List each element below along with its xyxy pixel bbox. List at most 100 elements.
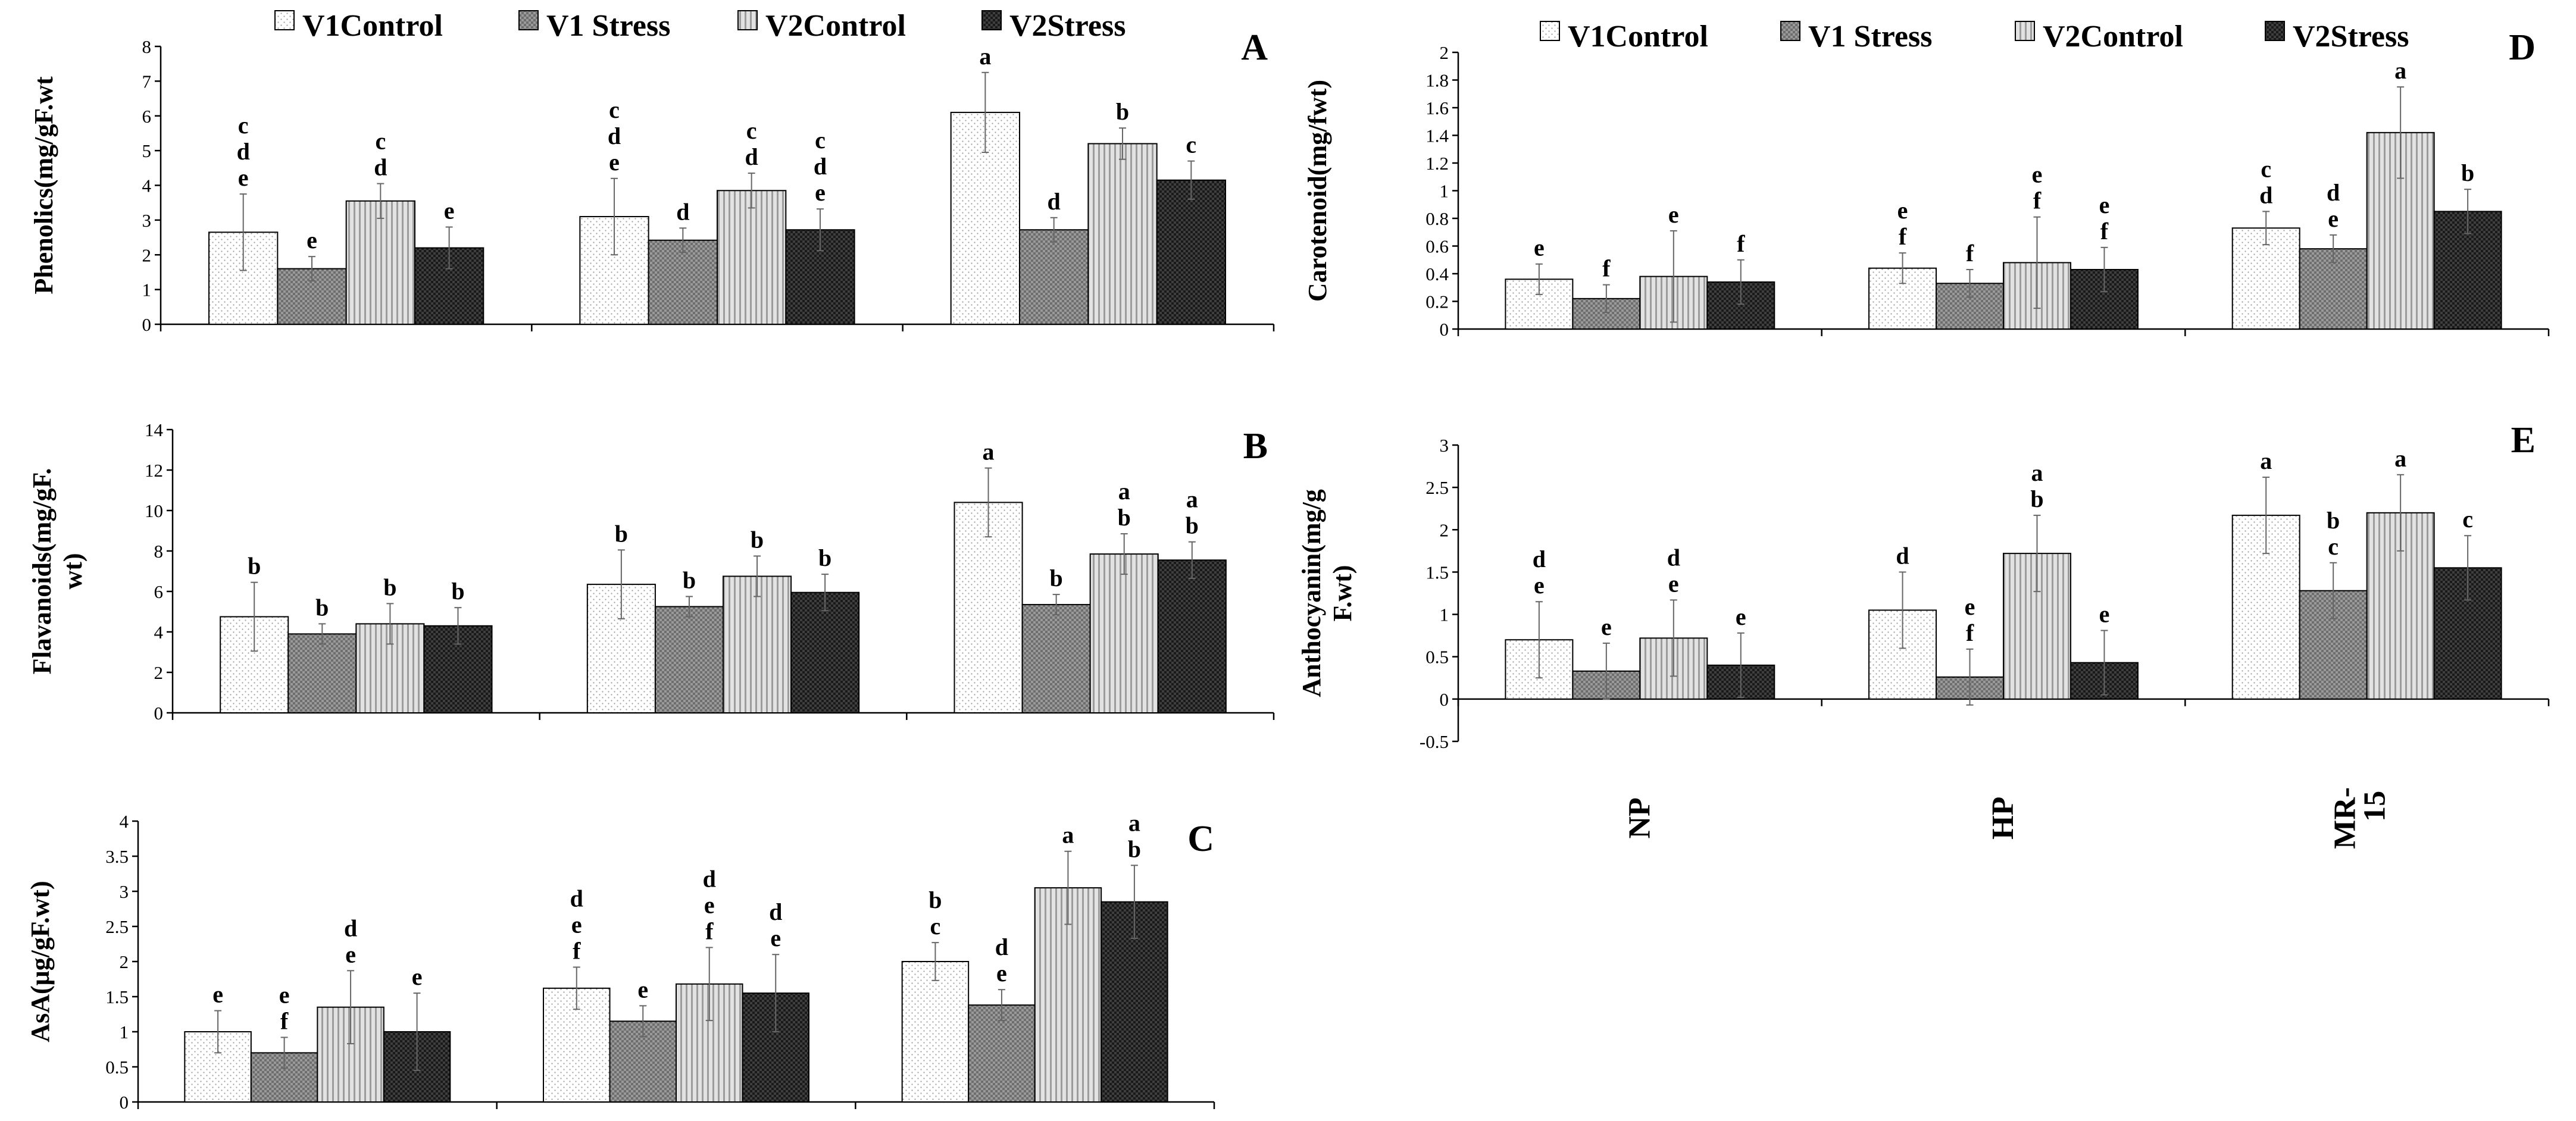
significance-letter: d [1667,544,1680,571]
legend-label-v2control: V2Control [765,9,906,43]
significance-letter: d [2327,179,2340,206]
significance-letter: b [451,578,464,605]
bar-v1stress-hp [654,606,724,713]
significance-letter: b [2461,159,2474,186]
y-tick-label: 2.5 [1425,477,1449,498]
legend-swatch-v1stress [518,10,539,30]
panel-letter: D [2509,27,2536,68]
y-tick-label: 2 [120,951,129,972]
y-axis-title: Phenolics(mg/gF.wt [29,76,58,295]
y-tick-label: 12 [145,460,163,481]
significance-letter: e [345,941,356,967]
significance-letter: d [745,143,758,170]
legend-item-v1control-right: V1Control [1540,20,1708,54]
significance-letter: a [2394,445,2406,472]
legend-label-v1control: V1Control [302,9,443,43]
y-axis-title-line: F.wt) [1328,565,1357,622]
significance-letter: e [571,911,582,938]
legend-label-v1stress-right: V1 Stress [1808,20,1932,54]
legend-label-v2stress: V2Stress [1009,9,1126,43]
y-tick-label: 14 [145,419,164,440]
significance-letter: c [815,127,826,154]
significance-letter: e [609,149,620,176]
y-tick-label: 0.2 [1425,292,1449,312]
bar-v2control-hp [717,190,787,325]
significance-letter: e [279,981,290,1008]
y-axis-title-line: wt) [58,553,87,589]
y-axis-title: AsA(μg/gF.wt) [26,881,55,1042]
y-tick-label: 0.5 [105,1057,129,1078]
significance-letter: a [2394,57,2406,84]
legend-label-v2stress-right: V2Stress [2293,20,2409,54]
y-tick-label: 2 [154,662,164,683]
legend-swatch-v1control-right [1540,21,1560,41]
bar-v1stress-mr-15 [1021,604,1091,713]
y-tick-label: 0 [154,703,164,724]
significance-letter: f [1966,619,1974,646]
legend-label-v1stress: V1 Stress [546,9,670,43]
y-tick-label: 3 [120,881,129,902]
bar-v2stress-hp [790,591,860,714]
significance-letter: d [570,885,583,912]
y-tick-label: 1 [1440,181,1449,202]
y-tick-label: 4 [120,811,129,832]
category-label: HP [1986,797,2020,840]
significance-letter: b [1186,512,1199,539]
y-tick-label: 0 [142,314,152,335]
legend-swatch-v2control [737,10,758,30]
y-tick-label: 2 [1440,42,1449,63]
significance-letter: b [1116,98,1129,125]
significance-letter: a [1118,478,1130,505]
significance-letter: e [2099,601,2110,628]
significance-letter: f [573,937,581,964]
y-tick-label: 0 [1440,319,1449,340]
significance-letter: c [238,112,249,139]
significance-letter: f [1602,255,1611,282]
significance-letter: d [1533,546,1546,572]
bar-v2control-np [345,200,415,325]
category-label: NP [1622,797,1656,838]
significance-letter: f [2100,218,2109,245]
significance-letter: e [1668,201,1679,228]
y-tick-label: 4 [142,176,152,196]
significance-letter: e [412,963,423,990]
category-label: MR- [2328,787,2362,849]
y-tick-label: 0 [1440,689,1449,710]
bar-v1stress-mr-15 [1019,229,1089,325]
legend-item-v1control: V1Control [274,9,443,43]
legend-item-v1stress-right: V1 Stress [1780,20,1932,54]
bar-v2control-mr-15 [1089,553,1159,713]
significance-letter: d [1896,542,1909,569]
significance-letter: b [1050,565,1063,591]
significance-letter: f [1737,230,1745,257]
significance-letter: a [1062,822,1074,848]
significance-letter: a [1128,809,1140,836]
significance-letter: d [995,934,1008,960]
significance-letter: e [1897,197,1908,224]
y-tick-label: 1.8 [1425,70,1449,91]
significance-letter: f [2033,187,2042,214]
y-tick-label: 0 [120,1092,129,1113]
bar-v1control-mr-15 [954,502,1023,714]
y-tick-label: 1 [120,1022,129,1042]
legend-label-v1control-right: V1Control [1568,20,1708,54]
significance-letter: b [929,887,942,913]
significance-letter: e [1965,593,1975,620]
significance-letter: b [1118,504,1131,531]
significance-letter: b [751,527,764,553]
significance-letter: a [1186,486,1198,513]
significance-letter: b [615,520,628,547]
significance-letter: f [1966,240,1974,267]
y-tick-label: 5 [142,140,152,161]
y-tick-label: 1.4 [1425,126,1449,146]
y-tick-label: 2 [1440,519,1449,540]
significance-letter: d [237,138,250,165]
significance-letter: d [374,154,387,181]
y-tick-label: 2 [142,245,152,265]
legend-swatch-v2stress [981,10,1002,30]
significance-letter: f [1899,223,1907,250]
significance-letter: f [280,1007,289,1034]
legend-swatch-v2stress-right [2265,21,2285,41]
bar-v1stress-np [1572,298,1641,330]
